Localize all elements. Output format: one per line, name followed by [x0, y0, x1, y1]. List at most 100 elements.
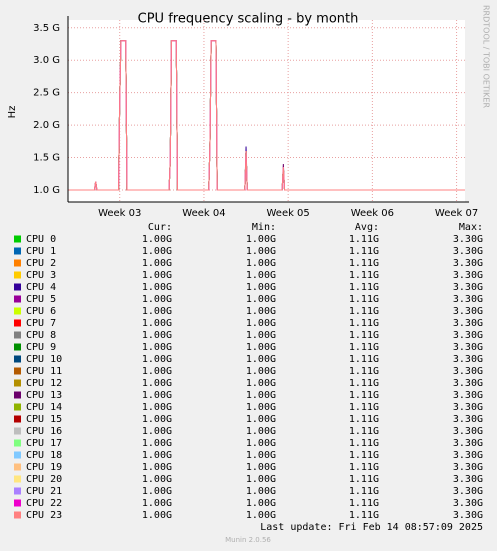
legend-stat: 1.00G — [142, 282, 172, 293]
legend-label: CPU 20 — [26, 474, 62, 485]
legend-header: Cur: — [148, 222, 172, 233]
legend-stat: 1.00G — [142, 354, 172, 365]
legend-swatch — [14, 295, 21, 303]
legend-stat: 1.00G — [246, 378, 276, 389]
legend-stat: 3.30G — [453, 438, 483, 449]
y-tick-label: 1.0 G — [33, 185, 60, 196]
legend-label: CPU 15 — [26, 414, 62, 425]
legend-label: CPU 7 — [26, 318, 56, 329]
legend-stat: 1.00G — [246, 438, 276, 449]
legend-stat: 1.00G — [246, 282, 276, 293]
legend-stat: 1.00G — [142, 258, 172, 269]
legend-stat: 1.00G — [142, 234, 172, 245]
legend-label: CPU 8 — [26, 330, 56, 341]
legend-stat: 1.00G — [246, 318, 276, 329]
legend-stat: 1.00G — [142, 426, 172, 437]
legend-stat: 1.11G — [349, 462, 379, 473]
legend-stat: 1.00G — [142, 294, 172, 305]
legend-stat: 1.11G — [349, 258, 379, 269]
legend-stat: 1.00G — [246, 402, 276, 413]
legend-stat: 3.30G — [453, 510, 483, 521]
legend-stat: 1.11G — [349, 234, 379, 245]
legend-stat: 1.11G — [349, 330, 379, 341]
legend-swatch — [14, 355, 21, 363]
legend-stat: 1.11G — [349, 342, 379, 353]
legend-swatch — [14, 343, 21, 351]
legend-stat: 3.30G — [453, 498, 483, 509]
y-tick-label: 3.0 G — [33, 55, 60, 66]
y-tick-label: 2.5 G — [33, 88, 60, 99]
legend-stat: 1.00G — [246, 234, 276, 245]
legend-stat: 1.00G — [142, 438, 172, 449]
legend-stat: 3.30G — [453, 402, 483, 413]
legend-stat: 1.00G — [142, 450, 172, 461]
legend-swatch — [14, 427, 21, 435]
legend-swatch — [14, 463, 21, 471]
legend-stat: 1.11G — [349, 474, 379, 485]
legend-stat: 3.30G — [453, 234, 483, 245]
legend-swatch — [14, 391, 21, 399]
legend-stat: 3.30G — [453, 486, 483, 497]
legend-stat: 1.00G — [246, 498, 276, 509]
legend-label: CPU 21 — [26, 486, 62, 497]
legend-stat: 1.11G — [349, 402, 379, 413]
legend-swatch — [14, 451, 21, 459]
legend-header: Avg: — [355, 222, 379, 233]
legend-stat: 1.11G — [349, 510, 379, 521]
legend-swatch — [14, 235, 21, 243]
legend-stat: 1.00G — [246, 342, 276, 353]
legend-stat: 1.11G — [349, 426, 379, 437]
legend-label: CPU 14 — [26, 402, 62, 413]
legend-stat: 3.30G — [453, 258, 483, 269]
footer: Munin 2.0.56 — [225, 536, 271, 544]
legend-label: CPU 9 — [26, 342, 56, 353]
legend-stat: 3.30G — [453, 414, 483, 425]
side-text: RRDTOOL / TOBI OETIKER — [482, 5, 491, 108]
legend-stat: 1.00G — [142, 462, 172, 473]
legend-swatch — [14, 319, 21, 327]
y-tick-label: 3.5 G — [33, 23, 60, 34]
legend-stat: 1.00G — [246, 426, 276, 437]
legend-label: CPU 17 — [26, 438, 62, 449]
legend-stat: 3.30G — [453, 342, 483, 353]
y-tick-label: 2.0 G — [33, 120, 60, 131]
legend-stat: 1.11G — [349, 438, 379, 449]
legend-stat: 1.11G — [349, 498, 379, 509]
legend-stat: 1.11G — [349, 270, 379, 281]
legend-swatch — [14, 307, 21, 315]
legend-stat: 1.00G — [246, 474, 276, 485]
legend-stat: 1.00G — [246, 246, 276, 257]
legend-swatch — [14, 259, 21, 267]
legend-stat: 1.00G — [246, 414, 276, 425]
legend-label: CPU 1 — [26, 246, 56, 257]
legend-stat: 1.00G — [246, 258, 276, 269]
legend-label: CPU 22 — [26, 498, 62, 509]
legend-stat: 3.30G — [453, 378, 483, 389]
legend-stat: 1.00G — [142, 366, 172, 377]
legend-label: CPU 5 — [26, 294, 56, 305]
legend-swatch — [14, 367, 21, 375]
legend-stat: 1.11G — [349, 294, 379, 305]
legend-label: CPU 0 — [26, 234, 56, 245]
legend-stat: 1.11G — [349, 306, 379, 317]
legend-swatch — [14, 283, 21, 291]
legend-stat: 1.11G — [349, 486, 379, 497]
legend-stat: 1.00G — [246, 306, 276, 317]
legend-stat: 1.00G — [246, 294, 276, 305]
legend-stat: 1.00G — [142, 486, 172, 497]
series-line — [68, 40, 465, 191]
legend-header: Max: — [459, 222, 483, 233]
legend-swatch — [14, 415, 21, 423]
legend-stat: 3.30G — [453, 306, 483, 317]
legend-stat: 3.30G — [453, 246, 483, 257]
legend-stat: 3.30G — [453, 318, 483, 329]
legend-swatch — [14, 247, 21, 255]
legend-stat: 1.00G — [142, 474, 172, 485]
legend-stat: 3.30G — [453, 270, 483, 281]
legend-stat: 1.11G — [349, 414, 379, 425]
legend-stat: 1.00G — [142, 414, 172, 425]
legend-stat: 3.30G — [453, 294, 483, 305]
legend-stat: 1.00G — [142, 378, 172, 389]
last-update: Last update: Fri Feb 14 08:57:09 2025 — [260, 522, 483, 533]
